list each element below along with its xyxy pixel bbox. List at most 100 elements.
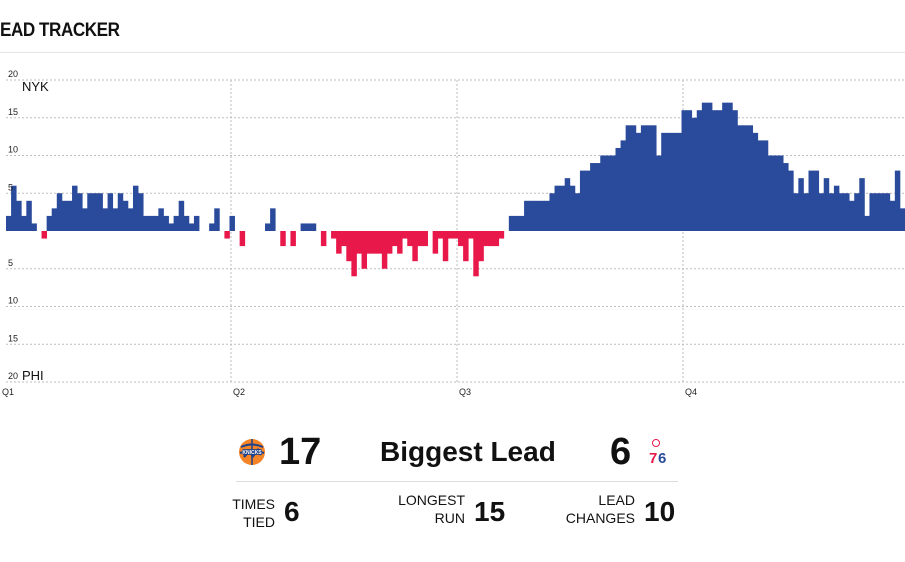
lead-bar bbox=[6, 215, 12, 231]
lead-bar bbox=[574, 193, 581, 231]
y-tick-label: 5 bbox=[8, 182, 13, 192]
lead-bar bbox=[874, 193, 881, 231]
lead-bar bbox=[92, 193, 98, 231]
lead-bar bbox=[361, 231, 368, 269]
lead-bar bbox=[188, 223, 195, 231]
lead-bar bbox=[711, 110, 718, 231]
lead-bar bbox=[752, 132, 759, 231]
lead-bar bbox=[143, 215, 149, 231]
axis-labels: 20 15 10 5 5 10 15 20 NYK PHI Q1 Q2 Q3 Q4 bbox=[2, 70, 697, 397]
lead-bar bbox=[351, 231, 357, 277]
lead-bar bbox=[656, 155, 662, 231]
lead-bar bbox=[879, 193, 886, 231]
lead-bar bbox=[158, 208, 164, 231]
lead-bar bbox=[132, 185, 139, 231]
svg-text:6: 6 bbox=[658, 450, 666, 467]
lead-bar bbox=[838, 193, 845, 231]
lead-bar bbox=[82, 208, 88, 231]
lead-bar bbox=[178, 200, 185, 231]
lead-bar bbox=[422, 231, 428, 247]
lead-bar bbox=[564, 178, 571, 231]
lead-bar bbox=[529, 200, 535, 231]
lead-bar bbox=[595, 163, 601, 231]
lead-bar bbox=[468, 231, 474, 239]
lead-bar bbox=[458, 231, 464, 247]
lead-bar bbox=[585, 170, 591, 231]
knicks-logo: KNICKS bbox=[239, 439, 265, 465]
lead-bar bbox=[524, 200, 530, 231]
lead-bar bbox=[640, 125, 647, 231]
lead-bar bbox=[452, 231, 459, 239]
lead-bar bbox=[72, 185, 78, 231]
lead-bar bbox=[265, 223, 271, 231]
page-title: EAD TRACKER bbox=[0, 20, 120, 41]
lead-bar bbox=[87, 193, 93, 231]
nyk-biggest-lead: 17 bbox=[279, 431, 322, 473]
quarter-label: Q2 bbox=[233, 387, 245, 397]
lead-bar bbox=[442, 231, 449, 262]
lead-bar bbox=[224, 231, 230, 239]
longest-run-value: 15 bbox=[474, 496, 506, 527]
lead-bar bbox=[290, 231, 296, 247]
lead-bar bbox=[737, 125, 743, 231]
lead-bar bbox=[864, 215, 870, 231]
lead-bar bbox=[600, 155, 606, 231]
lead-bar bbox=[549, 193, 555, 231]
lead-bar bbox=[26, 200, 32, 231]
lead-bar bbox=[666, 132, 672, 231]
lead-bar bbox=[645, 125, 652, 231]
lead-bar bbox=[554, 185, 561, 231]
lead-bar bbox=[402, 231, 408, 239]
lead-bar bbox=[620, 140, 627, 231]
lead-bar bbox=[381, 231, 388, 269]
team-bottom-label: PHI bbox=[22, 368, 44, 383]
lead-bar bbox=[539, 200, 545, 231]
quarter-label: Q4 bbox=[685, 387, 697, 397]
lead-bar bbox=[31, 223, 37, 231]
lead-tracker-chart: 20 15 10 5 5 10 15 20 NYK PHI Q1 Q2 Q3 Q4 bbox=[2, 70, 905, 397]
lead-bar bbox=[722, 102, 728, 232]
lead-bar bbox=[407, 231, 413, 247]
lead-bar bbox=[783, 163, 789, 231]
lead-bar bbox=[813, 170, 820, 231]
lead-bar bbox=[590, 163, 596, 231]
lead-bar bbox=[209, 223, 215, 231]
lead-bar bbox=[214, 208, 220, 231]
lead-bar bbox=[122, 200, 129, 231]
lead-bar bbox=[615, 147, 621, 231]
lead-bar bbox=[148, 215, 154, 231]
lead-bar bbox=[762, 140, 769, 231]
lead-bar bbox=[859, 178, 865, 231]
lead-changes-value: 10 bbox=[644, 496, 676, 527]
quarter-label: Q3 bbox=[459, 387, 471, 397]
lead-bar bbox=[412, 231, 418, 262]
lead-bar bbox=[66, 200, 73, 231]
lead-bar bbox=[513, 215, 520, 231]
lead-bar bbox=[798, 178, 804, 231]
lead-bar bbox=[559, 185, 566, 231]
lead-bar bbox=[366, 231, 373, 254]
lead-bar bbox=[397, 231, 403, 254]
lead-bar bbox=[498, 231, 505, 239]
lead-bar bbox=[117, 193, 124, 231]
lead-bar bbox=[823, 178, 830, 231]
lead-bar bbox=[828, 193, 835, 231]
lead-bar bbox=[346, 231, 352, 262]
y-tick-label: 10 bbox=[8, 296, 18, 306]
lead-bar bbox=[463, 231, 469, 262]
lead-bar bbox=[163, 215, 169, 231]
lead-bar bbox=[889, 200, 896, 231]
lead-bar bbox=[331, 231, 337, 239]
lead-bar bbox=[51, 208, 58, 231]
lead-bar bbox=[844, 193, 850, 231]
lead-bar bbox=[676, 132, 682, 231]
lead-bar bbox=[518, 215, 525, 231]
lead-bar bbox=[579, 170, 586, 231]
lead-bar bbox=[894, 170, 901, 231]
lead-bar bbox=[701, 102, 708, 232]
lead-bar bbox=[112, 208, 119, 231]
lead-bar bbox=[706, 102, 713, 232]
times-tied-label: TIMES TIED bbox=[232, 496, 275, 530]
lead-bar bbox=[849, 200, 855, 231]
lead-bar bbox=[757, 140, 764, 231]
